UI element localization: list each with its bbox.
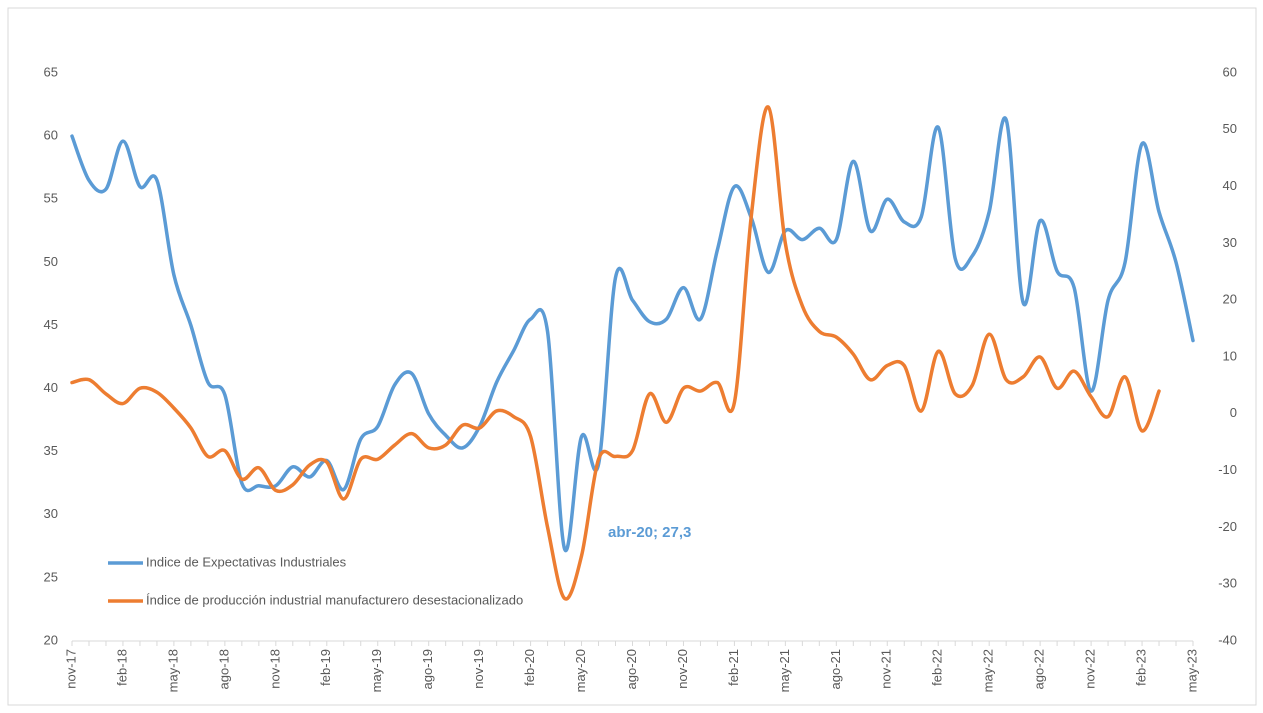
y-tick-label: 30 — [44, 506, 58, 521]
y2-tick-label: 40 — [1223, 178, 1237, 193]
y-tick-label: 45 — [44, 317, 58, 332]
x-tick-label: may-18 — [165, 649, 180, 692]
y-tick-label: 40 — [44, 380, 58, 395]
x-tick-label: may-21 — [777, 649, 792, 692]
x-tick-label: feb-22 — [930, 649, 945, 686]
y-tick-label: 60 — [44, 128, 58, 143]
series-line — [70, 105, 1161, 601]
x-tick-label: ago-21 — [828, 649, 843, 689]
x-tick-label: nov-18 — [267, 649, 282, 689]
x-tick-label: ago-22 — [1032, 649, 1047, 689]
chart-border — [7, 7, 1257, 706]
y2-tick-label: -20 — [1218, 519, 1237, 534]
x-tick-label: nov-19 — [471, 649, 486, 689]
y2-tick-label: 10 — [1223, 348, 1237, 363]
legend-label: Índice de producción industrial manufact… — [146, 592, 523, 607]
y2-tick-label: 30 — [1223, 235, 1237, 250]
legend-label: Indice de Expectativas Industriales — [146, 554, 347, 569]
x-tick-label: ago-19 — [420, 649, 435, 689]
y-tick-label: 50 — [44, 254, 58, 269]
y2-tick-label: -40 — [1218, 632, 1237, 647]
x-tick-label: feb-19 — [318, 649, 333, 686]
x-tick-label: nov-20 — [675, 649, 690, 689]
x-tick-label: feb-23 — [1133, 649, 1148, 686]
y2-tick-label: 20 — [1223, 292, 1237, 307]
y-tick-label: 55 — [44, 191, 58, 206]
x-tick-label: ago-18 — [216, 649, 231, 689]
x-tick-label: feb-18 — [114, 649, 129, 686]
x-tick-label: may-22 — [981, 649, 996, 692]
x-tick-label: may-19 — [369, 649, 384, 692]
annotation: abr-20; 27,3 — [608, 524, 691, 541]
y2-tick-label: -30 — [1218, 576, 1237, 591]
y-tick-label: 65 — [44, 64, 58, 79]
x-tick-label: ago-20 — [624, 649, 639, 689]
x-tick-label: may-23 — [1184, 649, 1199, 692]
x-tick-label: feb-20 — [522, 649, 537, 686]
series-line — [70, 116, 1195, 553]
x-tick-label: feb-21 — [726, 649, 741, 686]
x-tick-label: may-20 — [573, 649, 588, 692]
y-tick-label: 25 — [44, 569, 58, 584]
y2-tick-label: 60 — [1223, 64, 1237, 79]
x-tick-label: nov-22 — [1083, 649, 1098, 689]
y-tick-label: 35 — [44, 443, 58, 458]
y2-tick-label: 0 — [1230, 405, 1237, 420]
x-tick-label: nov-17 — [63, 649, 78, 689]
x-tick-label: nov-21 — [879, 649, 894, 689]
y2-tick-label: 50 — [1223, 121, 1237, 136]
y-tick-label: 20 — [44, 632, 58, 647]
y2-tick-label: -10 — [1218, 462, 1237, 477]
